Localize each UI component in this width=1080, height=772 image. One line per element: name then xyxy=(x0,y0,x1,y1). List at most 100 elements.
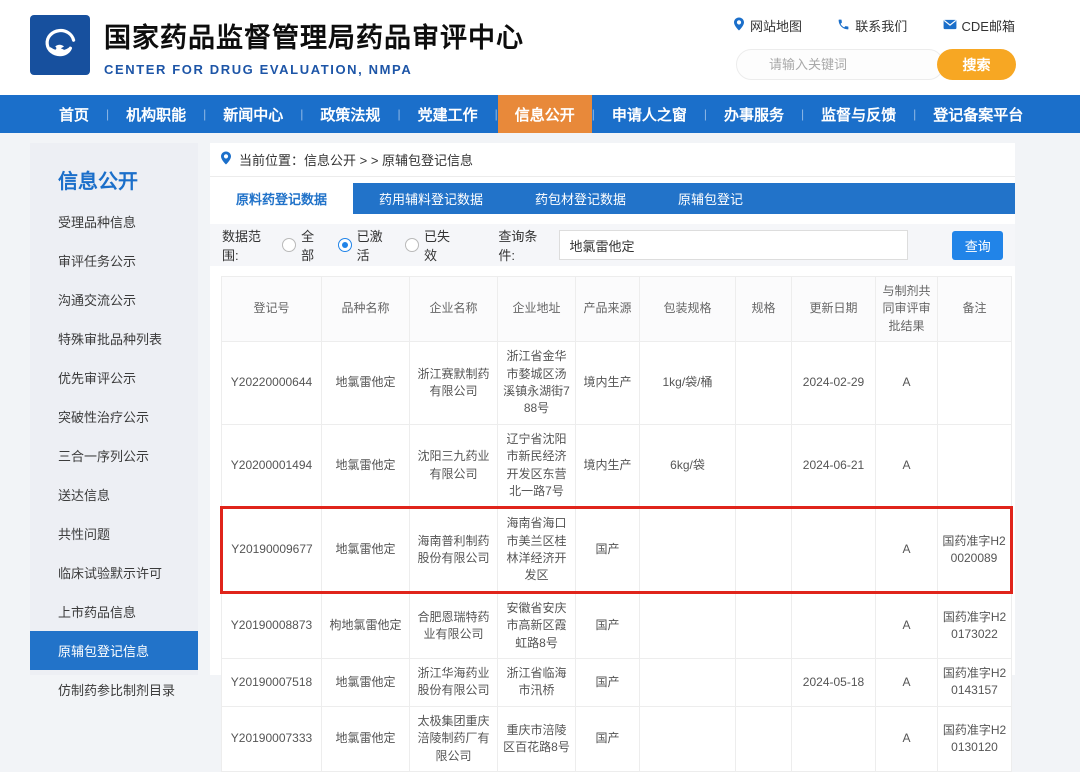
breadcrumb: 当前位置：信息公开 > > 原辅包登记信息 xyxy=(210,143,1015,177)
quick-link-label: CDE邮箱 xyxy=(961,19,1015,34)
scope-radio-option[interactable]: 已激活 xyxy=(337,226,391,264)
sidebar-item[interactable]: 上市药品信息 xyxy=(58,605,137,620)
radio-icon[interactable] xyxy=(337,238,352,252)
nav-item[interactable]: 政策法规 xyxy=(320,106,381,124)
sidebar-item[interactable]: 审评任务公示 xyxy=(58,254,137,269)
quick-link[interactable]: CDE邮箱 xyxy=(943,16,1015,35)
table-cell xyxy=(791,506,876,594)
nav-separator: | xyxy=(494,107,498,121)
table-cell: 海南省海口市美兰区桂林洋经济开发区 xyxy=(497,506,576,594)
table-cell: 地氯雷他定 xyxy=(321,506,410,594)
tab[interactable]: 原料药登记数据 xyxy=(210,183,354,214)
query-button[interactable]: 查询 xyxy=(952,230,1004,260)
nav-item[interactable]: 信息公开 xyxy=(497,95,592,133)
table-row: Y20190009677 地氯雷他定 海南普利制药股份有限公司 海南省海口市美兰区桂林… xyxy=(220,506,1013,594)
table-cell xyxy=(735,341,792,425)
site-title-block: 国家药品监督管理局药品审评中心 CENTER FOR DRUG EVALUATI… xyxy=(104,16,524,77)
sidebar-item[interactable]: 原辅包登记信息 xyxy=(30,631,198,670)
sidebar-item[interactable]: 优先审评公示 xyxy=(58,371,137,386)
table-cell: 国药准字H20130120 xyxy=(937,705,1012,772)
nav-item[interactable]: 首页 xyxy=(59,106,90,124)
table-cell: 枸地氯雷他定 xyxy=(321,591,410,660)
table-cell: 2024-02-29 xyxy=(791,341,876,425)
nav-separator: | xyxy=(203,107,207,121)
phone-icon xyxy=(837,18,850,34)
nav-item[interactable]: 登记备案平台 xyxy=(933,106,1024,124)
tab[interactable]: 药包材登记数据 xyxy=(535,192,627,207)
quick-link-label: 网站地图 xyxy=(750,19,803,34)
table-cell: A xyxy=(875,658,938,707)
radio-icon[interactable] xyxy=(282,238,297,252)
table-cell: 境内生产 xyxy=(575,341,640,425)
nav-item[interactable]: 办事服务 xyxy=(723,106,784,124)
radio-label: 已激活 xyxy=(356,229,383,263)
table-cell: A xyxy=(875,506,938,594)
quick-link[interactable]: 网站地图 xyxy=(733,16,802,35)
sidebar-item[interactable]: 送达信息 xyxy=(58,488,111,503)
filter-bar: 数据范围: 全部 已激活 已失效 查询条件: 查询 xyxy=(210,224,1015,266)
table-cell: Y20200001494 xyxy=(221,423,322,509)
tab[interactable]: 药用辅料登记数据 xyxy=(379,192,484,207)
table-row: Y20190007333 地氯雷他定 太极集团重庆涪陵制药厂有限公司 重庆市涪陵区百花… xyxy=(221,705,1012,772)
table-cell xyxy=(735,705,792,772)
site-header: 国家药品监督管理局药品审评中心 CENTER FOR DRUG EVALUATI… xyxy=(0,0,1080,95)
query-input[interactable] xyxy=(558,230,909,260)
table-cell xyxy=(639,705,736,772)
table-cell xyxy=(639,658,736,707)
registration-table: 登记号 品种名称 企业名称 企业地址 产品来源 包装规格 规格 更新日期 与制剂共同审评审批结果… xyxy=(220,275,1013,772)
sidebar-item[interactable]: 共性问题 xyxy=(58,527,111,542)
quick-link[interactable]: 联系我们 xyxy=(837,16,907,35)
table-cell: 地氯雷他定 xyxy=(321,423,410,509)
sidebar: 信息公开 受理品种信息 审评任务公示 沟通交流公示特殊审批品种列表 优先审评公示 突破性… xyxy=(30,143,198,698)
table-column-header: 产品来源 xyxy=(575,275,640,343)
table-column-header: 与制剂共同审评审批结果 xyxy=(875,275,938,343)
nav-item[interactable]: 新闻中心 xyxy=(223,106,284,124)
scope-label: 数据范围: xyxy=(222,229,262,263)
nav-item[interactable]: 党建工作 xyxy=(417,106,478,124)
scope-radio-option[interactable]: 全部 xyxy=(282,226,323,264)
sidebar-item[interactable]: 特殊审批品种列表 xyxy=(58,332,163,347)
sidebar-item[interactable]: 三合一序列公示 xyxy=(58,449,150,464)
table-cell: 国产 xyxy=(575,591,640,660)
table-cell: 浙江赛默制药有限公司 xyxy=(409,341,498,425)
header-quick-links: 网站地图 联系我们 CDE邮箱 xyxy=(733,16,1015,35)
sidebar-item[interactable]: 受理品种信息 xyxy=(58,215,137,230)
nav-separator: | xyxy=(801,107,805,121)
site-search-button[interactable]: 搜索 xyxy=(937,49,1016,80)
nav-separator: | xyxy=(703,107,707,121)
table-column-header: 企业名称 xyxy=(409,275,498,343)
table-cell: A xyxy=(875,341,938,425)
sidebar-title: 信息公开 xyxy=(58,171,138,193)
table-row: Y20220000644 地氯雷他定 浙江赛默制药有限公司 浙江省金华市婺城区汤溪镇永… xyxy=(221,341,1012,425)
table-cell: 海南普利制药股份有限公司 xyxy=(409,506,498,594)
radio-icon[interactable] xyxy=(404,238,419,252)
table-column-header: 规格 xyxy=(735,275,792,343)
table-body: Y20220000644 地氯雷他定 浙江赛默制药有限公司 浙江省金华市婺城区汤溪镇永… xyxy=(220,341,1013,772)
table-cell: Y20190009677 xyxy=(220,506,322,594)
site-title: 国家药品监督管理局药品审评中心 xyxy=(104,23,524,53)
sidebar-item[interactable]: 临床试验默示许可 xyxy=(58,566,163,581)
table-cell: 2024-05-18 xyxy=(791,658,876,707)
table-cell xyxy=(791,705,876,772)
table-cell: Y20190007333 xyxy=(221,705,322,772)
nav-item[interactable]: 机构职能 xyxy=(126,106,187,124)
main-area: 信息公开 受理品种信息 审评任务公示 沟通交流公示特殊审批品种列表 优先审评公示 突破性… xyxy=(0,143,1080,772)
tab[interactable]: 原辅包登记 xyxy=(678,192,744,207)
table-cell xyxy=(937,423,1012,509)
header-search: 搜索 xyxy=(736,49,1016,80)
table-cell: 国产 xyxy=(575,705,640,772)
table-cell: 2024-06-21 xyxy=(791,423,876,509)
nav-item[interactable]: 监督与反馈 xyxy=(821,106,897,124)
table-row: Y20190008873 枸地氯雷他定 合肥恩瑞特药业有限公司 安徽省安庆市高新区霞虹… xyxy=(221,591,1012,660)
nav-item[interactable]: 申请人之窗 xyxy=(611,106,687,124)
site-search-input[interactable] xyxy=(736,49,944,80)
table-cell: 浙江省临海市汛桥 xyxy=(497,658,576,707)
sidebar-item[interactable]: 仿制药参比制剂目录 xyxy=(58,683,176,698)
scope-radio-option[interactable]: 已失效 xyxy=(404,226,458,264)
table-cell: A xyxy=(875,591,938,660)
table-column-header: 包装规格 xyxy=(639,275,736,343)
sidebar-item[interactable]: 沟通交流公示 xyxy=(58,293,137,308)
mail-icon xyxy=(943,18,957,33)
sidebar-item[interactable]: 突破性治疗公示 xyxy=(58,410,150,425)
